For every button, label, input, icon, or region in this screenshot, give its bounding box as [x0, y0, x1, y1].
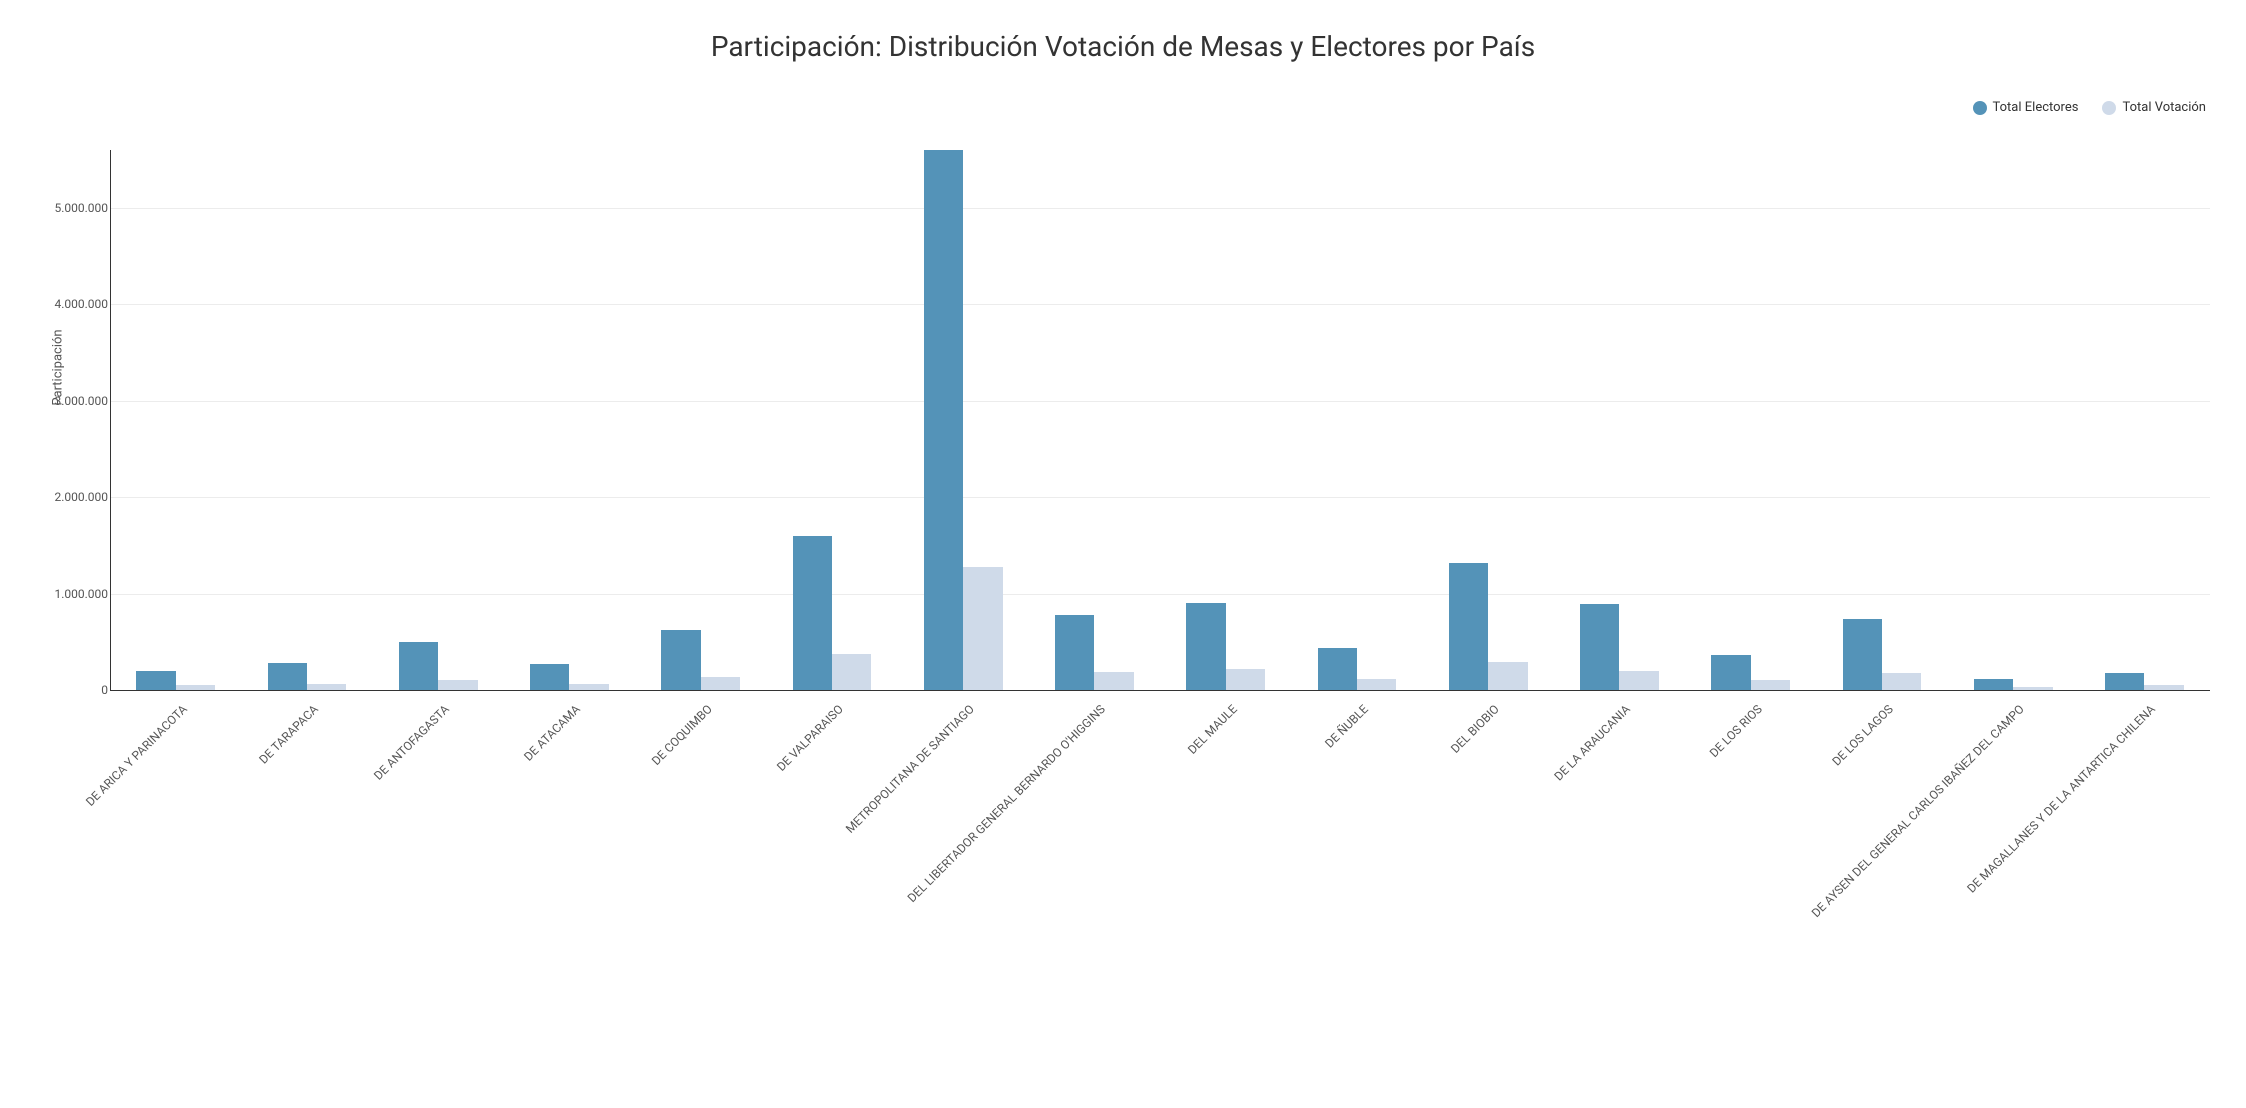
- x-tick-label: DE ÑUBLE: [1078, 702, 1371, 995]
- x-tick-label: DE LOS RIOS: [1472, 702, 1765, 995]
- bar[interactable]: [1488, 662, 1527, 690]
- bar[interactable]: [1186, 603, 1225, 690]
- chart-legend: Total Electores Total Votación: [1973, 100, 2206, 115]
- bar[interactable]: [1055, 615, 1094, 690]
- legend-item-0[interactable]: Total Electores: [1973, 100, 2079, 115]
- x-tick-label: DE ATACAMA: [291, 702, 584, 995]
- bar[interactable]: [1094, 672, 1133, 690]
- legend-swatch-icon: [2102, 101, 2116, 115]
- bar[interactable]: [701, 677, 740, 691]
- bar[interactable]: [307, 684, 346, 690]
- x-tick-label: DE ARICA Y PARINACOTA: [0, 702, 190, 995]
- bar[interactable]: [399, 642, 438, 690]
- bar[interactable]: [569, 684, 608, 690]
- gridline: [110, 594, 2210, 595]
- y-tick-label: 4.000.000: [54, 297, 108, 311]
- legend-label: Total Votación: [2122, 100, 2206, 115]
- bar[interactable]: [1580, 604, 1619, 690]
- bar[interactable]: [1357, 679, 1396, 690]
- y-tick-label: 1.000.000: [54, 587, 108, 601]
- y-tick-label: 0: [101, 683, 108, 697]
- x-tick-label: DE TARAPACA: [28, 702, 321, 995]
- legend-label: Total Electores: [1993, 100, 2079, 115]
- chart-plot-area: 01.000.0002.000.0003.000.0004.000.0005.0…: [110, 150, 2210, 690]
- x-tick-label: DEL MAULE: [947, 702, 1240, 995]
- y-tick-label: 2.000.000: [54, 490, 108, 504]
- gridline: [110, 401, 2210, 402]
- bar[interactable]: [176, 685, 215, 690]
- x-tick-label: DEL LIBERTADOR GENERAL BERNARDO O'HIGGIN…: [816, 702, 1109, 995]
- x-tick-label: DE MAGALLANES Y DE LA ANTARTICA CHILENA: [1866, 702, 2159, 995]
- bar[interactable]: [1226, 669, 1265, 690]
- bar[interactable]: [1449, 563, 1488, 690]
- legend-swatch-icon: [1973, 101, 1987, 115]
- y-tick-label: 5.000.000: [54, 201, 108, 215]
- bar[interactable]: [136, 671, 175, 690]
- x-tick-label: DE VALPARAISO: [553, 702, 846, 995]
- bar[interactable]: [924, 150, 963, 690]
- bar[interactable]: [438, 680, 477, 690]
- bar[interactable]: [793, 536, 832, 690]
- plot: [110, 150, 2210, 690]
- x-tick-label: DEL BIOBIO: [1209, 702, 1502, 995]
- x-tick-label: DE LA ARAUCANIA: [1341, 702, 1634, 995]
- x-tick-label: DE COQUIMBO: [422, 702, 715, 995]
- x-tick-label: DE AYSEN DEL GENERAL CARLOS IBAÑEZ DEL C…: [1734, 702, 2027, 995]
- x-axis-line: [110, 690, 2210, 691]
- bar[interactable]: [963, 567, 1002, 690]
- x-tick-label: DE ANTOFAGASTA: [159, 702, 452, 995]
- y-tick-label: 3.000.000: [54, 394, 108, 408]
- gridline: [110, 208, 2210, 209]
- bar[interactable]: [530, 664, 569, 690]
- bar[interactable]: [2105, 673, 2144, 690]
- bar[interactable]: [1619, 671, 1658, 690]
- x-tick-label: DE LOS LAGOS: [1603, 702, 1896, 995]
- gridline: [110, 304, 2210, 305]
- x-tick-label: METROPOLITANA DE SANTIAGO: [684, 702, 977, 995]
- gridline: [110, 497, 2210, 498]
- bar[interactable]: [1974, 679, 2013, 690]
- bar[interactable]: [2013, 687, 2052, 690]
- bar[interactable]: [832, 654, 871, 690]
- bar[interactable]: [1318, 648, 1357, 690]
- bar[interactable]: [661, 630, 700, 690]
- bar[interactable]: [2144, 685, 2183, 690]
- bar[interactable]: [1843, 619, 1882, 690]
- bar[interactable]: [1882, 673, 1921, 690]
- chart-title: Participación: Distribución Votación de …: [0, 0, 2246, 63]
- y-axis-line: [110, 150, 111, 690]
- bar[interactable]: [268, 663, 307, 690]
- bar[interactable]: [1711, 655, 1750, 690]
- bar[interactable]: [1751, 680, 1790, 690]
- legend-item-1[interactable]: Total Votación: [2102, 100, 2206, 115]
